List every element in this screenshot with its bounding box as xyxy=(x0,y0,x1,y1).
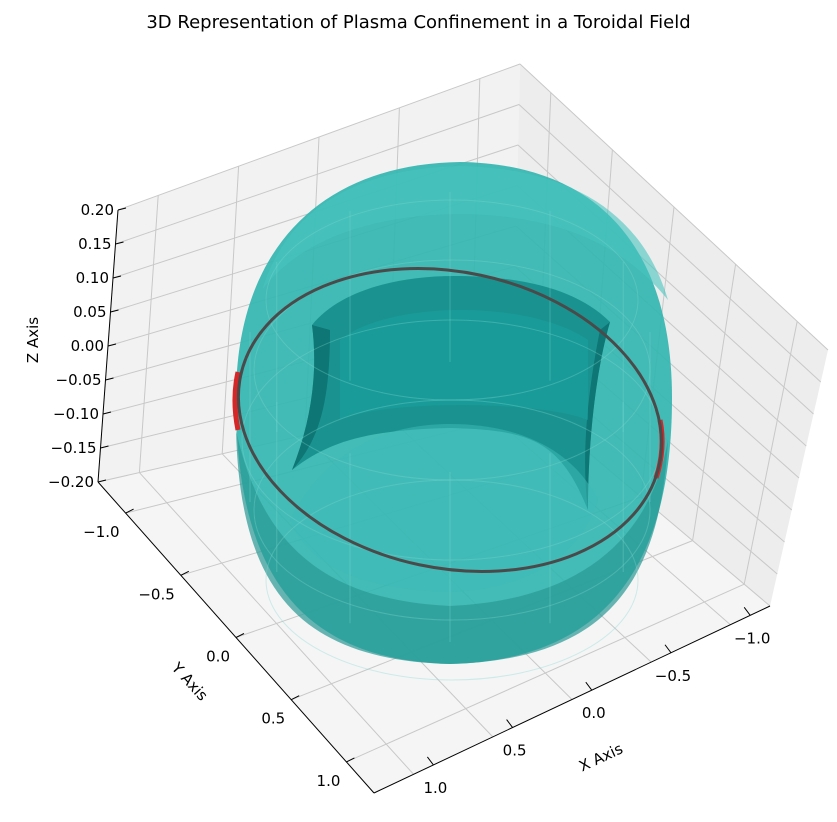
z-tick-label: 0.15 xyxy=(78,235,111,253)
y-tick-label: −0.5 xyxy=(138,585,174,603)
y-tick-label: 0.5 xyxy=(261,710,285,728)
z-tick-mark xyxy=(97,479,107,483)
x-tick-label: −1.0 xyxy=(734,629,770,647)
torus-lower-shade xyxy=(236,430,668,664)
torus-surface xyxy=(236,162,672,681)
y-tick-mark xyxy=(346,757,355,763)
z-tick-label: −0.15 xyxy=(51,439,97,457)
torus-inner-band xyxy=(340,310,588,420)
x-tick-mark xyxy=(664,644,672,654)
z-tick-mark xyxy=(105,377,114,381)
y-axis-label: Y Axis xyxy=(167,658,211,704)
z-tick-label: −0.20 xyxy=(48,473,94,491)
z-tick-mark xyxy=(107,343,117,347)
y-tick-mark xyxy=(125,508,134,514)
z-tick-label: 0.10 xyxy=(76,269,109,287)
x-tick-label: −0.5 xyxy=(655,667,691,685)
z-tick-mark xyxy=(102,411,112,415)
x-tick-mark xyxy=(743,607,751,616)
red-edge-left xyxy=(232,371,241,431)
z-tick-mark xyxy=(112,275,122,279)
x-tick-mark xyxy=(506,719,513,728)
z-tick-label: −0.10 xyxy=(53,405,99,423)
x-axis-ticks: 1.0 0.5 0.0 −0.5 −1.0 xyxy=(423,607,770,797)
z-tick-mark xyxy=(117,207,127,211)
torus-top-highlight xyxy=(262,166,668,300)
chart-title: 3D Representation of Plasma Confinement … xyxy=(146,12,691,33)
y-tick-mark xyxy=(180,570,190,576)
x-tick-label: 0.0 xyxy=(582,704,606,722)
z-tick-mark xyxy=(110,309,119,313)
z-axis-label: Z Axis xyxy=(24,317,42,363)
y-tick-label: 1.0 xyxy=(317,772,341,790)
x-axis-label: X Axis xyxy=(576,739,626,775)
z-tick-label: 0.20 xyxy=(81,201,114,219)
x-tick-label: 0.5 xyxy=(503,742,527,760)
z-tick-label: −0.05 xyxy=(56,371,102,389)
x-tick-mark xyxy=(426,756,434,766)
z-tick-label: 0.00 xyxy=(71,337,104,355)
z-tick-mark xyxy=(100,445,109,449)
field-line-circle xyxy=(236,267,664,573)
y-tick-mark xyxy=(235,633,245,638)
z-axis-ticks: 0.20 0.15 0.10 0.05 0.00 −0.05 −0.10 −0.15 −0.20 xyxy=(48,201,127,491)
x-tick-label: 1.0 xyxy=(423,779,447,797)
y-tick-mark xyxy=(290,695,300,701)
z-tick-mark xyxy=(115,241,124,245)
x-tick-mark xyxy=(585,681,593,691)
z-tick-label: 0.05 xyxy=(73,303,106,321)
torus-inner-wall-left xyxy=(292,325,330,470)
y-tick-label: −1.0 xyxy=(83,523,119,541)
y-tick-label: 0.0 xyxy=(206,648,230,666)
y-axis-ticks: −1.0 −0.5 0.0 0.5 1.0 xyxy=(83,508,355,790)
